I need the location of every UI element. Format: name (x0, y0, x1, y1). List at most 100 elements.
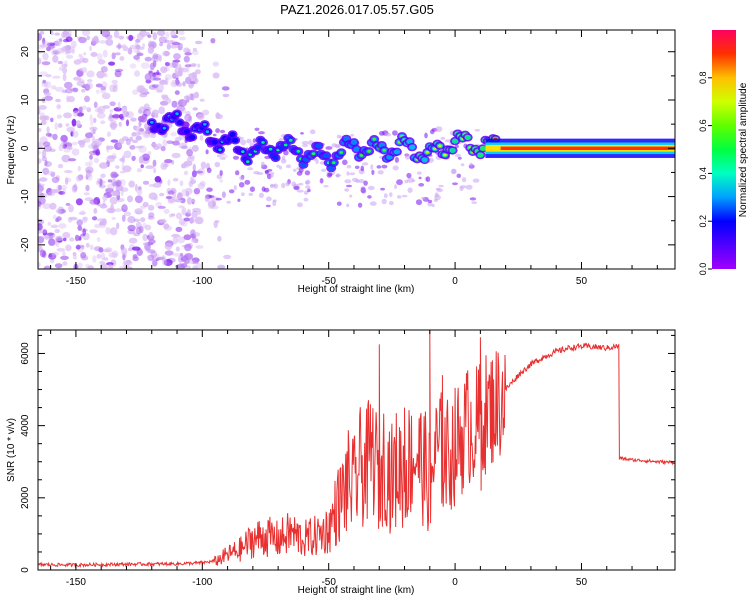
scatter-speckle (460, 163, 465, 167)
noise-speckle (117, 142, 123, 148)
noise-speckle (62, 67, 68, 74)
track-blob-core (150, 120, 154, 124)
noise-speckle (180, 67, 188, 73)
noise-speckle (121, 163, 125, 171)
scatter-speckle (469, 162, 473, 167)
noise-speckle (106, 131, 111, 137)
noise-speckle (47, 191, 55, 197)
scatter-speckle (216, 154, 222, 158)
noise-speckle (52, 214, 57, 220)
scatter-speckle (240, 139, 247, 146)
noise-speckle (134, 70, 140, 77)
noise-speckle (60, 255, 69, 260)
noise-speckle (110, 139, 119, 143)
noise-speckle (175, 196, 180, 200)
noise-speckle (188, 146, 194, 151)
noise-speckle (175, 246, 180, 252)
spectrogram-cells (38, 30, 675, 269)
noise-speckle (166, 43, 171, 50)
noise-speckle (80, 252, 87, 259)
scatter-speckle (252, 138, 257, 144)
noise-speckle (113, 107, 123, 112)
noise-speckle (192, 47, 197, 52)
track-blob-core (311, 152, 316, 156)
noise-speckle (71, 148, 80, 156)
noise-speckle (192, 107, 198, 111)
scatter-speckle (303, 190, 309, 195)
noise-speckle (137, 109, 143, 114)
noise-speckle (159, 42, 164, 47)
noise-speckle (160, 162, 168, 171)
scatter-speckle (204, 196, 210, 202)
noise-speckle (42, 203, 52, 210)
scatter-speckle (248, 192, 254, 196)
noise-speckle (200, 161, 207, 169)
noise-speckle (38, 223, 43, 231)
scatter-speckle (450, 168, 456, 175)
scatter-speckle (438, 184, 444, 188)
noise-speckle (184, 64, 192, 68)
noise-speckle (127, 47, 133, 55)
noise-speckle (185, 187, 193, 195)
noise-speckle (192, 144, 199, 152)
scatter-speckle (219, 157, 226, 160)
noise-speckle (196, 113, 205, 120)
noise-speckle (163, 223, 170, 230)
noise-speckle (96, 70, 105, 79)
scatter-speckle (258, 192, 264, 198)
noise-speckle (93, 157, 100, 164)
noise-speckle (52, 55, 59, 63)
noise-speckle (127, 247, 133, 252)
scatter-speckle (261, 186, 266, 192)
scatter-speckle (383, 193, 388, 199)
noise-speckle (83, 52, 87, 56)
noise-speckle (171, 159, 175, 165)
noise-speckle (38, 191, 44, 199)
noise-speckle (65, 177, 69, 185)
noise-speckle (144, 56, 152, 62)
noise-speckle (91, 143, 100, 151)
scatter-speckle (270, 174, 274, 178)
noise-speckle (65, 202, 71, 206)
noise-speckle (41, 61, 51, 66)
noise-speckle (73, 59, 82, 65)
noise-speckle (183, 217, 191, 222)
noise-speckle (79, 141, 86, 148)
track-blob-core (205, 130, 210, 134)
snr-series-line (38, 330, 675, 569)
track-blob-core (382, 148, 387, 152)
scatter-speckle (301, 141, 309, 145)
spectrogram-xlabel: Height of straight line (km) (298, 284, 415, 295)
scatter-speckle (360, 165, 365, 172)
noise-speckle (105, 227, 111, 235)
colorbar-label: Normalized spectral amplitude (738, 82, 749, 217)
noise-speckle (214, 220, 220, 224)
track-blob-mid (464, 134, 471, 140)
spectrogram-xtick-label: 50 (576, 276, 588, 287)
noise-speckle (199, 180, 206, 187)
noise-speckle (54, 239, 58, 246)
scatter-speckle (344, 188, 350, 192)
colorbar-tick-label: 0.4 (698, 167, 708, 180)
noise-speckle (60, 141, 65, 148)
colorbar-tick-label: 0.2 (698, 215, 708, 228)
noise-speckle (38, 236, 45, 244)
noise-speckle (55, 98, 61, 103)
scatter-speckle (358, 179, 365, 184)
noise-speckle (118, 121, 122, 127)
scatter-speckle (380, 187, 385, 191)
noise-speckle (145, 165, 155, 170)
noise-speckle (179, 36, 186, 41)
noise-speckle (188, 72, 197, 79)
noise-speckle (155, 89, 163, 93)
noise-speckle (132, 139, 138, 144)
scatter-speckle (418, 176, 422, 180)
noise-speckle (147, 46, 154, 54)
noise-speckle (52, 133, 58, 141)
noise-speckle (41, 250, 47, 258)
scatter-speckle (325, 146, 333, 150)
noise-speckle (164, 242, 173, 250)
noise-speckle (45, 132, 52, 137)
noise-speckle (172, 253, 181, 257)
